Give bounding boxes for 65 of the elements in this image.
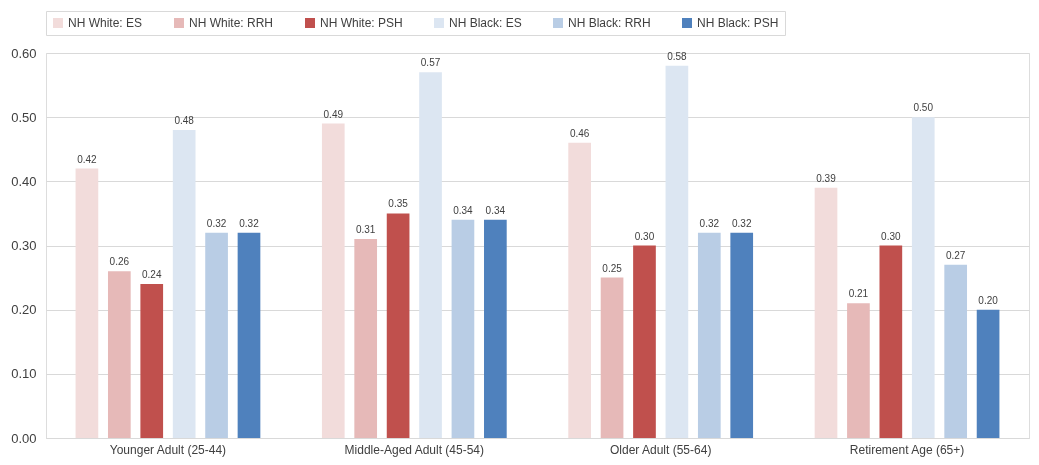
data-label: 0.46 (569, 127, 590, 139)
bar (814, 187, 838, 438)
bar (172, 130, 196, 438)
legend-label: NH Black: ES (449, 16, 522, 30)
data-label: 0.58 (667, 50, 688, 62)
data-label: 0.21 (848, 288, 869, 300)
data-label: 0.57 (420, 57, 441, 69)
data-label: 0.24 (142, 269, 162, 280)
y-tick-label: 0.50 (11, 109, 37, 125)
bar (976, 309, 1000, 438)
legend-label: NH White: ES (68, 16, 143, 30)
x-tick-label: Retirement Age (65+) (849, 442, 965, 457)
y-tick-label: 0.00 (11, 430, 37, 446)
y-tick-label: 0.30 (11, 238, 37, 253)
bar (354, 239, 378, 438)
x-tick-label: Middle-Aged Adult (45-54) (344, 442, 485, 457)
legend-label: NH Black: RRH (568, 16, 651, 30)
bar (697, 232, 721, 438)
data-label: 0.27 (945, 249, 966, 261)
data-label: 0.30 (881, 230, 902, 242)
data-label: 0.42 (77, 153, 98, 165)
data-label: 0.48 (174, 115, 195, 126)
data-label: 0.31 (355, 224, 376, 236)
data-label: 0.20 (978, 294, 999, 306)
bar (386, 213, 410, 438)
bar (633, 245, 656, 438)
bar (665, 65, 689, 438)
bar (419, 72, 442, 438)
bar (140, 284, 164, 438)
bar (847, 303, 870, 438)
data-label: 0.26 (109, 256, 130, 268)
bar (600, 277, 624, 438)
data-label: 0.25 (602, 262, 623, 274)
bar (321, 123, 345, 438)
data-label: 0.34 (485, 204, 506, 216)
bar (879, 245, 903, 438)
y-tick-label: 0.10 (11, 366, 37, 382)
data-label: 0.30 (634, 230, 655, 242)
data-label: 0.32 (206, 217, 227, 229)
bar (730, 232, 754, 438)
bar (484, 219, 507, 438)
data-label: 0.39 (816, 172, 837, 184)
data-label: 0.49 (323, 108, 344, 120)
bar (568, 142, 591, 438)
y-tick-label: 0.20 (11, 302, 37, 318)
data-label: 0.32 (731, 217, 752, 229)
x-tick-label: Younger Adult (25-44) (109, 442, 227, 457)
bar (944, 264, 968, 438)
y-tick-label: 0.60 (11, 45, 37, 61)
bar (205, 232, 228, 438)
legend-label: NH White: RRH (189, 16, 274, 30)
bar (451, 219, 475, 438)
data-label: 0.34 (453, 204, 474, 216)
legend-label: NH Black: PSH (697, 16, 779, 30)
data-label: 0.50 (913, 102, 934, 114)
data-label: 0.35 (388, 198, 409, 210)
data-label: 0.32 (239, 217, 260, 229)
bar (911, 117, 935, 438)
y-tick-label: 0.40 (11, 173, 37, 189)
data-label: 0.32 (699, 217, 720, 229)
bar (75, 168, 99, 438)
bar (107, 271, 131, 438)
bar (237, 232, 261, 438)
x-tick-label: Older Adult (55-64) (609, 442, 712, 457)
legend-label: NH White: PSH (320, 16, 403, 30)
